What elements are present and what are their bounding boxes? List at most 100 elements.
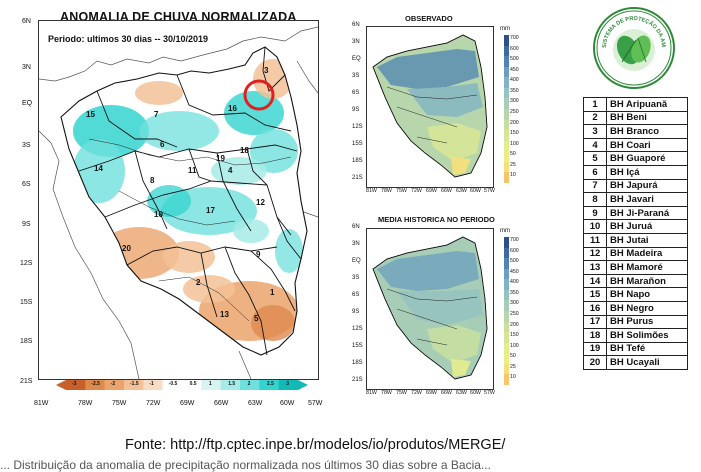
legend-swatch	[504, 151, 509, 163]
y-tick: 6S	[352, 90, 360, 96]
legend-swatch	[504, 363, 509, 375]
basin-row: 20 BH Ucayali	[583, 355, 688, 370]
y-tick: 12S	[352, 326, 363, 332]
legend-swatch	[504, 374, 509, 386]
colorbar-segment	[201, 380, 221, 390]
y-tick: 15S	[352, 343, 363, 349]
x-tick: 60W	[470, 390, 481, 396]
figure-caption: ... Distribuição da anomalia de precipit…	[0, 458, 491, 472]
basin-name: BH Javari	[606, 192, 688, 207]
colorbar-segment	[66, 380, 86, 390]
legend-unit: mm	[500, 26, 510, 32]
basins-table: 1 BH Aripuanã 2 BH Beni 3 BH Branco 4 BH Coari 5…	[583, 97, 688, 370]
observed-map	[366, 26, 494, 188]
basin-label: 6	[160, 140, 165, 149]
legend-tick: 250	[510, 109, 519, 115]
y-tick: 3N	[352, 39, 360, 45]
legend-tick: 200	[510, 119, 519, 126]
basin-row: 14 BH Marañon	[583, 273, 688, 289]
x-tick: 63W	[456, 390, 467, 396]
basin-label: 16	[228, 104, 237, 113]
basin-number: 3	[583, 124, 607, 139]
basin-row: 1 BH Aripuanã	[583, 97, 688, 112]
basin-label: 13	[220, 310, 229, 319]
colorbar-arrow-left	[56, 380, 66, 390]
colorbar-tick: -0.5	[168, 381, 178, 387]
historical-legend: mm 700 600 500 450 400 350 300 250 200 150 100 50 25…	[498, 228, 519, 388]
basin-row: 19 BH Tefé	[583, 341, 688, 357]
legend-tick: 150	[510, 130, 519, 137]
x-tick: 63W	[248, 400, 263, 407]
historical-title: MEDIA HISTORICA NO PERIODO	[378, 215, 495, 224]
basin-name: BH Madeira	[606, 246, 688, 262]
basin-name: BH Marañon	[606, 273, 688, 289]
legend-tick: 700	[510, 237, 519, 243]
colorbar-segment	[124, 380, 144, 390]
legend-swatch	[504, 161, 509, 173]
basin-number: 7	[583, 178, 607, 194]
legend-tick: 50	[510, 151, 516, 158]
legend-swatch	[504, 353, 509, 365]
basin-row: 8 BH Javari	[583, 192, 688, 207]
basin-number: 9	[583, 205, 607, 221]
observed-legend: mm 700 600 500 450 400 350 300 250 200 150 100 50 25…	[498, 26, 519, 186]
highlight-circle	[243, 79, 275, 111]
basin-row: 13 BH Mamoré	[583, 260, 688, 275]
y-tick: EQ	[352, 56, 361, 62]
legend-swatch	[504, 172, 509, 184]
basin-row: 17 BH Purus	[583, 314, 688, 330]
basin-number: 10	[583, 219, 607, 234]
basin-number: 13	[583, 260, 607, 275]
basin-name: BH Guaporé	[606, 151, 688, 166]
basin-name: BH Juruá	[606, 219, 688, 234]
basin-label: 18	[240, 146, 249, 155]
basin-row: 2 BH Beni	[583, 110, 688, 126]
legend-swatch	[504, 279, 509, 291]
colorbar-tick: -3	[72, 381, 77, 387]
basin-name: BH Tefé	[606, 341, 688, 357]
legend-swatch	[504, 66, 509, 78]
basin-name: BH Branco	[606, 124, 688, 139]
basin-number: 6	[583, 164, 607, 180]
y-tick: 3N	[22, 64, 31, 71]
legend-tick: 25	[510, 161, 516, 168]
x-tick: 72W	[146, 400, 161, 407]
x-tick: 81W	[34, 400, 49, 407]
y-tick: 6S	[22, 181, 31, 188]
basin-label-layer: 1 2 3 4 5 6 7 8 9 10 11 12 13 14 15 16 1…	[38, 20, 317, 378]
anomaly-map-frame	[38, 20, 319, 380]
basin-name: BH Mamoré	[606, 260, 688, 275]
basin-number: 5	[583, 151, 607, 166]
basin-row: 12 BH Madeira	[583, 246, 688, 262]
basin-number: 12	[583, 246, 607, 262]
legend-tick: 50	[510, 353, 516, 360]
colorbar-tick: -1.5	[130, 381, 139, 387]
legend-tick: 150	[510, 332, 519, 339]
basin-label: 11	[188, 166, 197, 175]
basin-label: 10	[154, 210, 163, 219]
x-tick: 78W	[78, 400, 93, 407]
basin-number: 20	[583, 355, 607, 370]
observed-y-ticks: 6N 3N EQ 3S 6S 9S 12S 15S 18S 21S	[352, 22, 366, 192]
x-tick: 72W	[411, 188, 422, 194]
basin-name: BH Japurá	[606, 178, 688, 194]
basin-label: 17	[206, 206, 215, 215]
legend-tick: 450	[510, 66, 519, 73]
basin-label: 12	[256, 198, 265, 207]
y-tick: 15S	[352, 141, 363, 147]
colorbar-arrow-right	[298, 380, 308, 390]
basin-number: 16	[583, 300, 607, 316]
basin-label: 20	[122, 244, 131, 253]
basin-row: 16 BH Negro	[583, 300, 688, 316]
legend-tick: 10	[510, 374, 516, 381]
legend-tick: 500	[510, 56, 519, 63]
x-tick: 57W	[484, 390, 495, 396]
basin-number: 11	[583, 232, 607, 248]
basin-name: BH Coari	[606, 137, 688, 153]
legend-swatch	[504, 289, 509, 301]
basin-row: 4 BH Coari	[583, 137, 688, 153]
basin-name: BH Negro	[606, 300, 688, 316]
x-tick: 66W	[441, 390, 452, 396]
legend-swatch	[504, 247, 509, 259]
basin-name: BH Beni	[606, 110, 688, 126]
